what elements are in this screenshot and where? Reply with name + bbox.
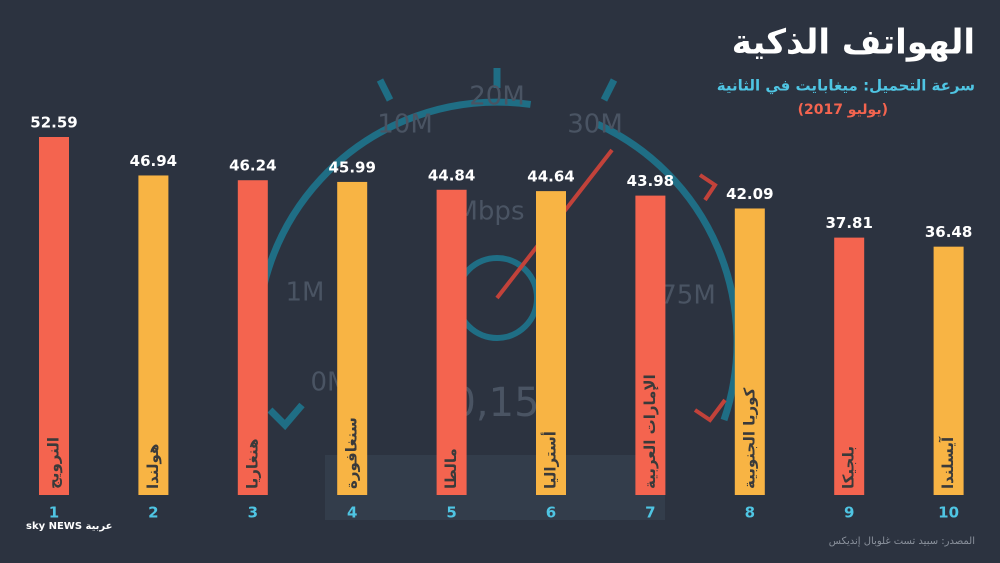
category-label: كوريا الجنوبية [740,388,758,489]
gauge-tick [376,78,394,102]
gauge-label: 20M [469,82,525,112]
value-label: 52.59 [30,114,77,132]
bar [39,137,69,495]
gauge-panel [325,455,665,520]
value-label: 45.99 [328,158,375,176]
gauge-label: 1M [286,278,325,308]
rank-label: 8 [745,504,755,522]
needle-mark [698,173,718,202]
value-label: 46.24 [229,157,276,175]
value-label: 44.84 [428,166,475,184]
rank-label: 7 [645,504,655,522]
chart-date: (يوليو 2017) [798,102,888,118]
rank-label: 2 [148,504,158,522]
category-label: الإمارات العربية [641,374,659,489]
gauge-label: 30M [567,110,623,140]
bar [635,195,666,496]
value-label: 43.98 [627,172,674,190]
gauge-tick [267,402,305,431]
logo: sky NEWS عربية [26,521,112,532]
bar [933,246,964,495]
bar [237,180,268,495]
gauge-label: 75M [660,281,716,311]
rank-label: 10 [938,504,959,522]
category-label: أستراليا [541,431,560,489]
category-label: مالطا [442,448,460,489]
rank-label: 3 [248,504,258,522]
rank-label: 4 [347,504,357,522]
value-label: 37.81 [825,214,872,232]
bar [337,181,368,495]
bar [436,189,467,495]
gauge-label: 10M [377,110,433,140]
chart-subtitle: سرعة التحميل: ميغابايت في الثانية [717,77,975,95]
category-label: بلجيكا [840,446,858,489]
bar [834,237,865,495]
source: المصدر: سبيد تست غلوبال إنديكس [829,536,975,547]
category-label: النرويج [45,437,63,489]
value-label: 44.64 [527,168,574,186]
rank-label: 5 [446,504,456,522]
value-label: 36.48 [925,223,972,241]
rank-label: 1 [49,504,59,522]
value-label: 42.09 [726,185,773,203]
category-label: سنغافورة [343,417,361,489]
bar [138,175,169,496]
rank-label: 9 [844,504,854,522]
bar [536,191,566,495]
needle-mark [693,398,727,423]
category-label: هولندا [144,444,162,489]
bar [734,208,765,495]
rank-label: 6 [546,504,556,522]
gauge-label: Mbps [456,197,525,227]
category-label: آيسلندا [939,436,957,489]
gauge-tick [600,78,618,102]
chart-title: الهواتف الذكية [732,23,975,63]
value-label: 46.94 [130,152,177,170]
category-label: هنغاريا [243,438,261,489]
